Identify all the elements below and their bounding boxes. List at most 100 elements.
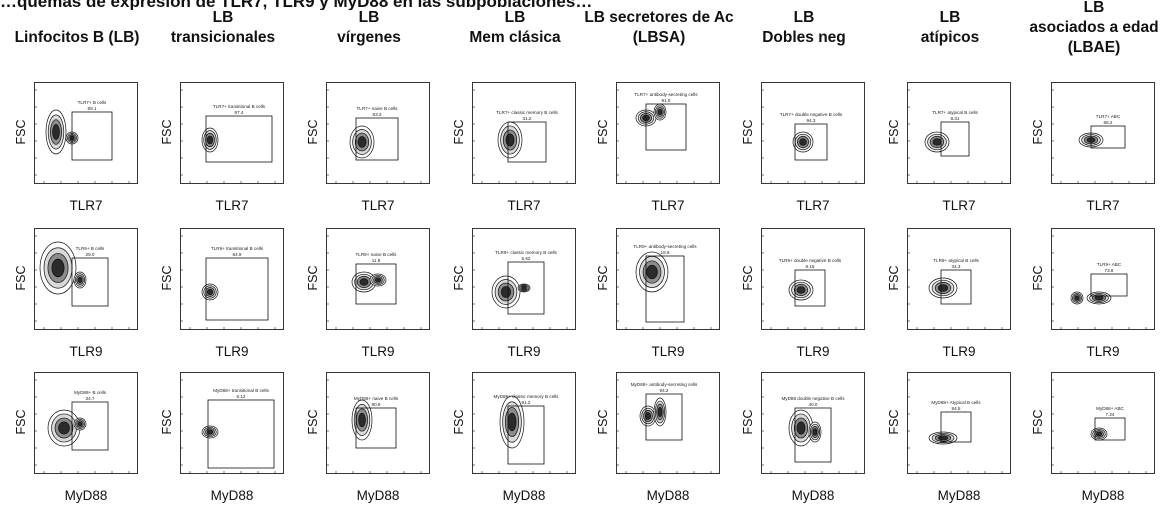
column-header-line: LB [504, 9, 526, 26]
plot-panel: TLR9+ naive B cells 11.8 [326, 228, 430, 330]
x-axis-label: MyD88 [646, 488, 690, 503]
gate-rectangle [507, 261, 545, 315]
gate-rectangle [355, 117, 399, 161]
contour-ring [799, 138, 807, 146]
x-axis-label: MyD88 [210, 488, 254, 503]
gate-rectangle [645, 255, 685, 323]
plot-frame [907, 228, 1011, 330]
gate-name: TLR9+ double negative B cells [779, 258, 842, 263]
plot-panel: MyD88+ antibody-secreting cells 94.2 [616, 372, 720, 474]
x-axis-label: MyD88 [791, 488, 835, 503]
contour-ring [657, 406, 663, 418]
column-header-3: LB vírgenes [294, 8, 444, 48]
gate-name: TLR7+ ABC [1096, 114, 1121, 119]
plot-frame [326, 228, 430, 330]
column-header-6: LB Dobles neg [729, 8, 879, 48]
gate-rectangle [71, 401, 109, 451]
x-axis-label: TLR7 [69, 198, 103, 213]
gate-rectangle [1094, 417, 1126, 441]
contour-ring [51, 258, 65, 278]
plot-panel: TLR9+ antibody-secreting cells 18.6 [616, 228, 720, 330]
gate-percentage: 8.31 [951, 116, 960, 121]
gate-rectangle [355, 263, 397, 305]
gate-rectangle [940, 121, 970, 157]
column-header-line: LB secretores de Ac [584, 9, 734, 26]
x-axis-label: TLR9 [215, 344, 249, 359]
y-axis-label: FSC [160, 409, 174, 435]
gate-name: TLR7+ antibody-secreting cells [634, 92, 698, 97]
plot-panel: TLR9+ B cells 29.0 [34, 228, 138, 330]
contour-ring [357, 136, 367, 148]
y-axis-label: FSC [741, 409, 755, 435]
contour-ring [1074, 295, 1080, 301]
plot-panel: TLR9+ ABC 73.8 [1051, 228, 1155, 330]
column-header-line: atípicos [920, 29, 980, 46]
x-axis-label: TLR9 [651, 344, 685, 359]
column-header-line: transicionales [170, 29, 276, 46]
x-axis-label: MyD88 [356, 488, 400, 503]
plot-panel: MyD88+ B cells 34.7 [34, 372, 138, 474]
plot-frame [472, 228, 576, 330]
gate-percentage: 31.2 [523, 116, 532, 121]
plot-panel: TLR9+ classic memory B cells 5.62 [472, 228, 576, 330]
column-header-8: LB asociados a edad (LBAE) [1019, 0, 1169, 58]
plot-frame [326, 82, 430, 184]
gate-rectangle [507, 405, 545, 465]
y-axis-label: FSC [596, 409, 610, 435]
y-axis-label: FSC [596, 265, 610, 291]
y-axis-label: FSC [1031, 265, 1045, 291]
plot-frame [1051, 228, 1155, 330]
gate-name: TLR7+ classic memory B cells [496, 110, 558, 115]
column-header-line: (LBAE) [1067, 39, 1121, 56]
gate-percentage: 7.24 [1106, 412, 1115, 417]
column-header-5: LB secretores de Ac (LBSA) [584, 8, 734, 48]
plot-panel: MyD88 double negative B cells 40.0 [761, 372, 865, 474]
gate-name: TLR7+ transitional B cells [213, 104, 266, 109]
plot-panel: MyD88+ Atypical B cells 84.5 [907, 372, 1011, 474]
column-header-2: LB transicionales [148, 8, 298, 48]
contour-ring [505, 133, 515, 147]
x-axis-label: TLR9 [507, 344, 541, 359]
plot-frame [472, 82, 576, 184]
contour-ring [206, 429, 214, 435]
column-header-line: Linfocitos B (LB) [14, 29, 140, 46]
x-axis-label: TLR7 [507, 198, 541, 213]
y-axis-label: FSC [1031, 119, 1045, 145]
gate-percentage: 89.1 [88, 106, 97, 111]
y-axis-label: FSC [452, 409, 466, 435]
gate-rectangle [794, 123, 828, 161]
plot-panel: TLR7+ transitional B cells 87.4 [180, 82, 284, 184]
contour-ring [500, 286, 512, 298]
contour-ring [521, 286, 527, 290]
plot-panel: TLR9+ double negative B cells 8.15 [761, 228, 865, 330]
plot-panel: TLR7+ B cells 89.1 [34, 82, 138, 184]
plot-frame [1051, 372, 1155, 474]
gate-name: TLR7+ atypical B cells [932, 110, 978, 115]
gate-rectangle [205, 115, 273, 163]
y-axis-label: FSC [887, 409, 901, 435]
contour-ring [374, 277, 382, 283]
column-header-line: vírgenes [337, 29, 401, 46]
gate-rectangle [645, 393, 683, 441]
gate-percentage: 5.62 [522, 256, 531, 261]
contour-ring [1094, 295, 1104, 301]
y-axis-label: FSC [306, 119, 320, 145]
y-axis-label: FSC [741, 265, 755, 291]
gate-rectangle [205, 257, 269, 321]
plot-frame [616, 372, 720, 474]
plot-frame [180, 372, 284, 474]
y-axis-label: FSC [452, 119, 466, 145]
